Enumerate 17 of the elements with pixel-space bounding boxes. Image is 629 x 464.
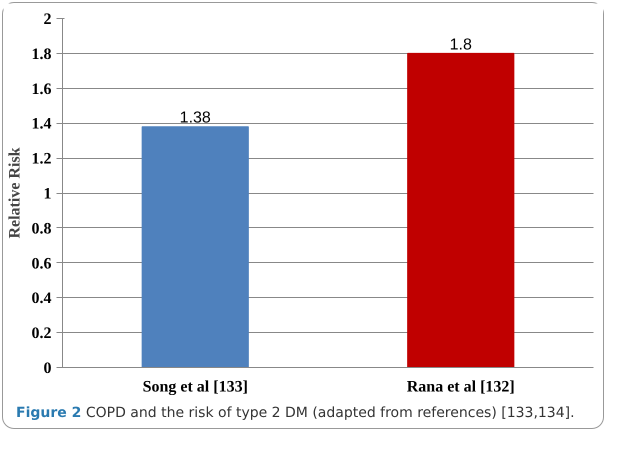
- y-tick-label: 1: [44, 186, 52, 202]
- y-tick-label: 0.4: [32, 290, 52, 308]
- y-tick-label: 0.2: [32, 325, 52, 342]
- y-tick-label: 1.8: [32, 46, 52, 63]
- y-tick-label: 0.8: [32, 220, 52, 238]
- data-label: 1.8: [450, 36, 472, 54]
- y-tick-label: 1.6: [32, 80, 52, 98]
- y-axis-title: Relative Risk: [6, 147, 24, 239]
- y-tick-label: 2: [44, 11, 52, 28]
- x-tick-label: Song et al [133]: [142, 378, 248, 396]
- x-tick-label: Rana et al [132]: [406, 378, 515, 396]
- y-tick-label: 0.6: [32, 255, 52, 272]
- y-tick-label: 0: [44, 360, 52, 377]
- data-label: 1.38: [180, 110, 211, 127]
- y-tick-label: 1.2: [32, 150, 52, 168]
- caption: Figure 2 COPD and the risk of type 2 DM (adapted from references) [133,134].: [16, 404, 575, 423]
- y-tick-label: 1.4: [32, 116, 52, 133]
